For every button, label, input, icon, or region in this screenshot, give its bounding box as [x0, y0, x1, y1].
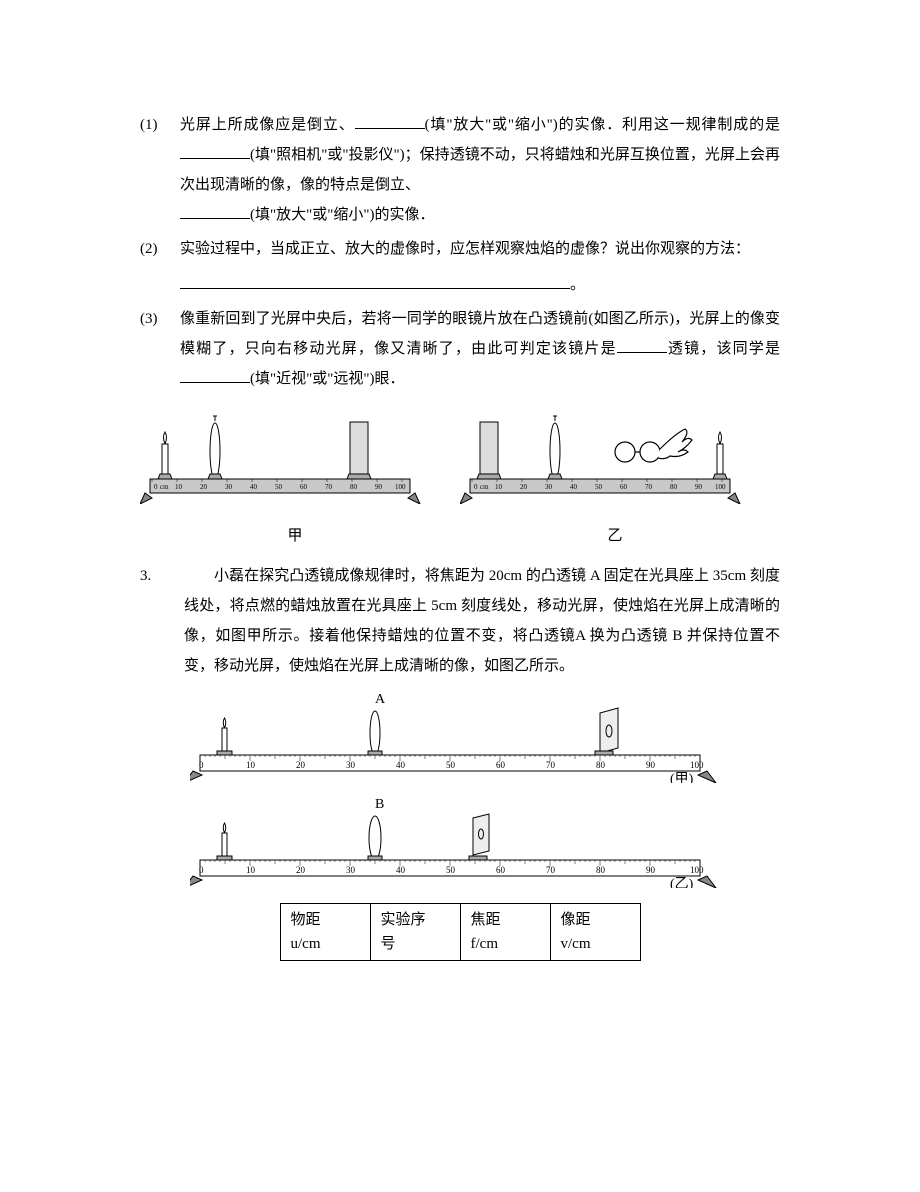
svg-text:100: 100	[690, 865, 704, 875]
figure-jia: 0cm 10 20 30 40 50 60 70 80 90 100	[140, 404, 440, 515]
label-jia: 甲	[140, 521, 450, 551]
question-2: (2) 实验过程中，当成正立、放大的虚像时，应怎样观察烛焰的虚像？说出你观察的方…	[140, 234, 780, 300]
svg-text:20: 20	[520, 483, 528, 491]
svg-text:10: 10	[246, 865, 256, 875]
svg-text:10: 10	[175, 483, 183, 491]
diagram-top: A 0 10 20 30 40 50 60 70 80 90 100 (甲)	[190, 693, 780, 794]
question-3: (3) 像重新回到了光屏中央后，若将一同学的眼镜片放在凸透镜前(如图乙所示)，光…	[140, 304, 780, 394]
svg-text:70: 70	[546, 760, 556, 770]
svg-text:20: 20	[296, 760, 306, 770]
q2-t1: 实验过程中，当成正立、放大的虚像时，应怎样观察烛焰的虚像？说出你观察的方法：	[180, 241, 750, 257]
svg-text:100: 100	[690, 760, 704, 770]
svg-text:80: 80	[596, 760, 606, 770]
optical-bench-a-icon: A 0 10 20 30 40 50 60 70 80 90 100 (甲)	[190, 693, 750, 783]
blank-1a[interactable]	[355, 111, 425, 129]
svg-text:20: 20	[200, 483, 208, 491]
svg-text:0: 0	[199, 760, 204, 770]
blank-1c[interactable]	[180, 201, 250, 219]
label-A: A	[375, 693, 386, 707]
figures-row-1: 0cm 102030 405060 708090100	[140, 404, 780, 515]
marker-3: (3)	[140, 304, 180, 394]
svg-text:40: 40	[570, 483, 578, 491]
label-fig-yi: (乙)	[670, 876, 694, 888]
svg-text:80: 80	[350, 483, 358, 491]
svg-text:50: 50	[446, 760, 456, 770]
label-B: B	[375, 798, 384, 812]
svg-text:cm: cm	[160, 483, 169, 491]
svg-text:40: 40	[396, 865, 406, 875]
svg-text:30: 30	[545, 483, 553, 491]
svg-text:80: 80	[596, 865, 606, 875]
q1-t4: (填"放大"或"缩小")的实像．	[250, 207, 434, 223]
optical-bench-jia-icon: 0cm 10 20 30 40 50 60 70 80 90 100	[140, 404, 440, 504]
th-3: 焦距f/cm	[460, 904, 550, 961]
content-3: 像重新回到了光屏中央后，若将一同学的眼镜片放在凸透镜前(如图乙所示)，光屏上的像…	[180, 304, 780, 394]
svg-text:0: 0	[199, 865, 204, 875]
svg-text:10: 10	[495, 483, 503, 491]
main-text: 小磊在探究凸透镜成像规律时，将焦距为 20cm 的凸透镜 A 固定在光具座上 3…	[184, 561, 780, 681]
svg-text:30: 30	[225, 483, 233, 491]
blank-2[interactable]	[180, 271, 570, 289]
q3-t2: 透镜，该同学是	[667, 341, 780, 357]
q2-t2: 。	[570, 277, 585, 293]
marker-1: (1)	[140, 110, 180, 230]
svg-text:50: 50	[275, 483, 283, 491]
svg-text:0: 0	[154, 483, 158, 491]
svg-text:50: 50	[446, 865, 456, 875]
figure-yi: 0cm 10 20 30 40 50 60 70 80 90 100	[460, 404, 760, 515]
main-marker: 3.	[140, 561, 184, 681]
svg-text:10: 10	[246, 760, 256, 770]
th-4: 像距v/cm	[550, 904, 640, 961]
content-2: 实验过程中，当成正立、放大的虚像时，应怎样观察烛焰的虚像？说出你观察的方法： 。	[180, 234, 780, 300]
svg-text:90: 90	[375, 483, 383, 491]
svg-text:90: 90	[646, 760, 656, 770]
svg-text:30: 30	[346, 865, 356, 875]
svg-text:60: 60	[496, 865, 506, 875]
svg-text:20: 20	[296, 865, 306, 875]
optical-bench-yi-icon: 0cm 10 20 30 40 50 60 70 80 90 100	[460, 404, 760, 504]
q1-t2: (填"放大"或"缩小")的实像．利用这一规律制成的是	[425, 117, 780, 133]
data-table: 物距u/cm 实验序号 焦距f/cm 像距v/cm	[280, 903, 641, 961]
svg-text:80: 80	[670, 483, 678, 491]
svg-text:100: 100	[715, 483, 726, 491]
q3-t3: (填"近视"或"远视")眼．	[250, 371, 404, 387]
content-1: 光屏上所成像应是倒立、 (填"放大"或"缩小")的实像．利用这一规律制成的是 (填"…	[180, 110, 780, 230]
label-fig-jia: (甲)	[670, 772, 694, 783]
svg-text:60: 60	[620, 483, 628, 491]
label-yi: 乙	[450, 521, 780, 551]
svg-text:40: 40	[250, 483, 258, 491]
question-main-3: 3. 小磊在探究凸透镜成像规律时，将焦距为 20cm 的凸透镜 A 固定在光具座…	[140, 561, 780, 681]
svg-text:40: 40	[396, 760, 406, 770]
q1-t3: (填"照相机"或"投影仪")；保持透镜不动，只将蜡烛和光屏互换位置，光屏上会再次…	[180, 147, 780, 193]
svg-text:cm: cm	[480, 483, 489, 491]
svg-text:0: 0	[474, 483, 478, 491]
svg-text:90: 90	[646, 865, 656, 875]
marker-2: (2)	[140, 234, 180, 300]
svg-text:30: 30	[346, 760, 356, 770]
diagram-bottom: B 0 10 20 30 40 50 60 70 80 90 100 (乙)	[190, 798, 780, 899]
figure-labels-1: 甲 乙	[140, 521, 780, 551]
svg-text:60: 60	[496, 760, 506, 770]
blank-3a[interactable]	[617, 335, 667, 353]
svg-text:90: 90	[695, 483, 703, 491]
blank-3b[interactable]	[180, 365, 250, 383]
svg-text:60: 60	[300, 483, 308, 491]
svg-text:70: 70	[645, 483, 653, 491]
blank-1b[interactable]	[180, 141, 250, 159]
th-1: 物距u/cm	[280, 904, 370, 961]
svg-text:70: 70	[325, 483, 333, 491]
svg-text:70: 70	[546, 865, 556, 875]
table-row: 物距u/cm 实验序号 焦距f/cm 像距v/cm	[280, 904, 640, 961]
th-2: 实验序号	[370, 904, 460, 961]
q1-t1: 光屏上所成像应是倒立、	[180, 117, 355, 133]
svg-text:50: 50	[595, 483, 603, 491]
question-1: (1) 光屏上所成像应是倒立、 (填"放大"或"缩小")的实像．利用这一规律制成的…	[140, 110, 780, 230]
optical-bench-b-icon: B 0 10 20 30 40 50 60 70 80 90 100 (乙)	[190, 798, 750, 888]
svg-text:100: 100	[395, 483, 406, 491]
